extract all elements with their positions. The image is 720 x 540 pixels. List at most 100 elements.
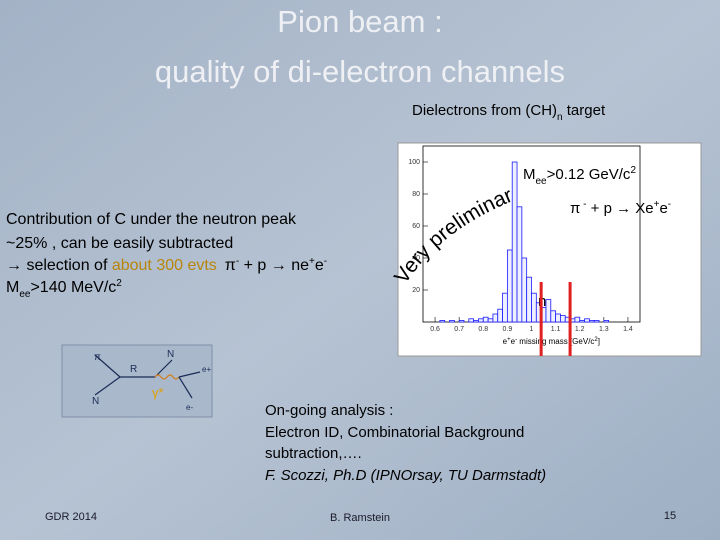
- x-tick-label: 1.2: [575, 326, 585, 333]
- subtitle: Dielectrons from (CH)n target: [412, 102, 606, 123]
- text: e: [503, 337, 508, 346]
- bar: [449, 319, 455, 323]
- bar: [545, 299, 552, 323]
- bar: [574, 316, 581, 323]
- diagram-label: e+: [202, 365, 211, 374]
- note-line: subtraction,….: [265, 445, 362, 462]
- bar: [550, 310, 557, 323]
- x-tick-label: 0.8: [478, 326, 488, 333]
- text: -: [580, 199, 586, 210]
- text: +: [309, 256, 315, 267]
- title-line: Pion beam :: [277, 4, 442, 39]
- cut-label: Mee>0.12 GeV/c2: [523, 165, 636, 187]
- bar: [593, 319, 600, 323]
- bar: [603, 319, 610, 323]
- x-tick-label: 0.6: [430, 326, 440, 333]
- line: [154, 359, 173, 378]
- text: → selection of: [6, 257, 112, 274]
- title-line: quality of di-electron channels: [155, 54, 565, 89]
- text: >140 MeV/c: [30, 279, 116, 296]
- bar: [492, 313, 499, 323]
- photon: [154, 374, 180, 380]
- bar: [473, 319, 479, 323]
- x-tick-label: 0.9: [503, 326, 513, 333]
- text: -: [324, 256, 327, 267]
- bar: [502, 292, 508, 323]
- text: ee: [19, 289, 31, 300]
- text: π: [225, 257, 236, 274]
- text: -: [515, 337, 517, 343]
- text: π: [570, 200, 580, 217]
- text: missing mass [GeV/c: [517, 337, 594, 346]
- note-line: On-going analysis :: [265, 402, 393, 419]
- note-line: ~25% , can be easily subtracted: [6, 235, 233, 252]
- text: e: [315, 257, 324, 274]
- text: + p → Xe: [586, 200, 653, 217]
- bar: [579, 319, 585, 323]
- diagram-label: N: [92, 396, 99, 407]
- line: [94, 354, 121, 378]
- y-tick-label: 40: [412, 255, 420, 262]
- text: ee: [536, 176, 548, 187]
- y-tick-label: 80: [412, 191, 420, 198]
- bar: [497, 308, 503, 323]
- bar: [439, 319, 446, 323]
- text: 2: [116, 278, 122, 289]
- note-line: → selection of about 300 evts π- + p → ne…: [6, 256, 327, 274]
- text: ]: [598, 337, 600, 346]
- diagram-label: R: [130, 364, 137, 375]
- note-line: Electron ID, Combinatorial Background: [265, 424, 524, 441]
- text: 2: [594, 337, 598, 343]
- page-number: 15: [664, 510, 676, 522]
- text: +: [507, 337, 511, 343]
- text: Dielectrons from (CH): [412, 102, 557, 119]
- text: + p → ne: [239, 257, 309, 274]
- x-axis-label: e+e- missing mass [GeV/c2]: [503, 337, 600, 346]
- diagram-background: [61, 344, 213, 418]
- y-tick-label: 20: [412, 287, 420, 294]
- note-line: Contribution of C under the neutron peak: [6, 211, 297, 228]
- text: M: [523, 166, 536, 183]
- bar: [506, 249, 513, 323]
- bar: [531, 292, 537, 323]
- x-tick-label: 1: [530, 326, 534, 333]
- bar: [584, 318, 590, 323]
- text: >0.12 GeV/c: [547, 166, 631, 183]
- text: about 300 evts: [112, 257, 217, 274]
- x-tick-label: 1.4: [623, 326, 633, 333]
- line: [178, 376, 193, 399]
- bar: [458, 319, 465, 323]
- text: e: [659, 200, 667, 217]
- bar: [521, 257, 528, 323]
- bar: [468, 318, 475, 323]
- bar: [526, 276, 532, 323]
- bar: [482, 316, 489, 323]
- bar: [478, 318, 484, 323]
- text: target: [563, 102, 606, 119]
- note-line: F. Scozzi, Ph.D (IPNOrsay, TU Darmstadt): [265, 467, 546, 484]
- reaction-label: π - + p → Xe+e-: [570, 199, 671, 217]
- y-tick-label: 60: [412, 223, 420, 230]
- text: M: [6, 279, 19, 296]
- histogram-panel: 20 40 60 80 100 0.6 0.7 0.8 0.9 1 1.1 1.2 1.3 1.4: [397, 142, 702, 357]
- text: +: [654, 199, 660, 210]
- bar: [555, 313, 561, 323]
- diagram-label: γ*: [152, 385, 164, 400]
- y-tick-label: 100: [408, 159, 420, 166]
- bar: [516, 206, 523, 323]
- text: -: [668, 199, 671, 210]
- line: [94, 376, 121, 396]
- text: 2: [630, 165, 636, 176]
- footer-center: B. Ramstein: [330, 512, 390, 524]
- bar: [560, 315, 566, 323]
- x-tick-label: 1.1: [551, 326, 561, 333]
- diagram-label: π: [94, 352, 101, 363]
- diagram-label: N: [167, 349, 174, 360]
- text: -: [236, 256, 239, 267]
- footer-left: GDR 2014: [45, 511, 97, 523]
- note-line: Mee>140 MeV/c2: [6, 278, 122, 300]
- line: [178, 371, 201, 378]
- text: e: [511, 337, 516, 346]
- bar: [487, 318, 494, 323]
- x-tick-label: 0.7: [454, 326, 464, 333]
